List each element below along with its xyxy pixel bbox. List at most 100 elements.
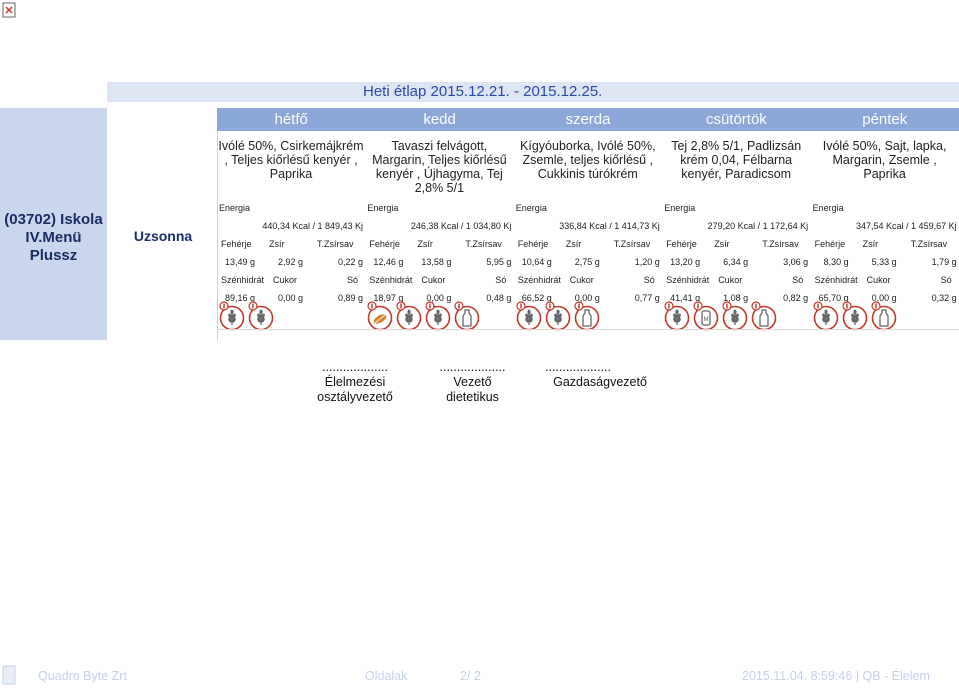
carbohydrate-label: Szénhidrát xyxy=(221,275,265,285)
fat-value: 2,92 g xyxy=(277,257,303,267)
energy-value: 279,20 Kcal / 1 172,64 Kj xyxy=(707,221,809,231)
wheat-allergen-icon xyxy=(516,301,542,331)
saturated-fat-label: T.Zsírsav xyxy=(613,239,651,249)
mustard-allergen-icon: M xyxy=(693,301,719,331)
wheat-allergen-icon xyxy=(396,301,422,331)
allergen-icons xyxy=(516,301,600,331)
salt-label: Só xyxy=(643,275,655,285)
fat-label: Zsír xyxy=(862,239,879,249)
carbohydrate-value: 89,16 g xyxy=(224,293,255,303)
footer-timestamp: 2015.11.04. 8:59:46 | QB - Élelem xyxy=(742,669,930,683)
document-icon xyxy=(2,2,16,18)
menu-items: Kígyóuborka, Ivólé 50%, Zsemle, teljes k… xyxy=(520,139,656,181)
salt-value: 0,48 g xyxy=(486,293,512,303)
day-column: Tavaszi felvágott, Margarin, Teljes kiőr… xyxy=(365,131,514,340)
saturated-fat-value: 5,95 g xyxy=(486,257,512,267)
signature-block: ................... Élelmezési osztályve… xyxy=(305,360,405,405)
sugar-value: 1,08 g xyxy=(723,293,749,303)
sugar-label: Cukor xyxy=(718,275,743,285)
signature-role: Élelmezési osztályvezető xyxy=(317,375,393,404)
allergen-icons xyxy=(812,301,897,331)
footer-company: Quadro Byte Zrt xyxy=(38,669,127,683)
protein-value: 8,30 g xyxy=(823,257,849,267)
sugar-value: 0,00 g xyxy=(426,293,452,303)
carbohydrate-value: 41,41 g xyxy=(670,293,701,303)
group-label: (03702) Iskola IV.Menü Plussz xyxy=(4,211,103,264)
sugar-label: Cukor xyxy=(569,275,594,285)
days-header: hétfő kedd szerda csütörtök péntek xyxy=(217,108,959,131)
menu-items: Tej 2,8% 5/1, Padlizsán krém 0,04, Félba… xyxy=(671,139,802,181)
wheat-allergen-icon xyxy=(248,301,274,331)
sugar-value: 0,00 g xyxy=(574,293,600,303)
wheat-allergen-icon xyxy=(812,301,839,331)
footer-pages: 2/ 2 xyxy=(460,669,481,683)
energy-label: Energia xyxy=(219,203,251,213)
carbohydrate-label: Szénhidrát xyxy=(666,275,710,285)
salt-value: 0,77 g xyxy=(634,293,660,303)
wheat-allergen-icon xyxy=(722,301,748,331)
row-divider xyxy=(365,329,514,330)
energy-value: 347,54 Kcal / 1 459,67 Kj xyxy=(856,221,957,231)
row-divider xyxy=(513,329,662,330)
wheat-allergen-icon xyxy=(219,301,245,331)
protein-label: Fehérje xyxy=(369,239,400,249)
energy-label: Energia xyxy=(367,203,399,213)
menu-items: Tavaszi felvágott, Margarin, Teljes kiőr… xyxy=(372,139,507,195)
row-divider xyxy=(662,329,811,330)
allergen-icons: M xyxy=(664,301,777,331)
salt-label: Só xyxy=(347,275,359,285)
page-title: Heti étlap 2015.12.21. - 2015.12.25. xyxy=(363,83,603,100)
energy-value: 440,34 Kcal / 1 849,43 Kj xyxy=(262,221,363,231)
menu-items: Ivólé 50%, Csirkemájkrém , Teljes kiőrlé… xyxy=(218,139,364,181)
fat-label: Zsír xyxy=(714,239,730,249)
carbohydrate-label: Szénhidrát xyxy=(517,275,561,285)
protein-label: Fehérje xyxy=(814,239,846,249)
day-column: Tej 2,8% 5/1, Padlizsán krém 0,04, Félba… xyxy=(662,131,811,340)
peanut-allergen-icon xyxy=(367,301,393,331)
saturated-fat-value: 3,06 g xyxy=(783,257,809,267)
fat-label: Zsír xyxy=(565,239,582,249)
carbohydrate-value: 65,70 g xyxy=(818,293,849,303)
sugar-label: Cukor xyxy=(866,275,891,285)
salt-value: 0,82 g xyxy=(783,293,809,303)
sugar-label: Cukor xyxy=(273,275,298,285)
saturated-fat-label: T.Zsírsav xyxy=(317,239,354,249)
svg-text:M: M xyxy=(704,317,709,323)
saturated-fat-value: 1,79 g xyxy=(931,257,957,267)
protein-value: 13,49 g xyxy=(224,257,255,267)
wheat-allergen-icon xyxy=(545,301,571,331)
carbohydrate-value: 18,97 g xyxy=(373,293,404,303)
energy-label: Energia xyxy=(515,203,547,213)
saturated-fat-label: T.Zsírsav xyxy=(465,239,502,249)
salt-value: 0,32 g xyxy=(931,293,957,303)
saturated-fat-label: T.Zsírsav xyxy=(762,239,799,249)
menu-title-bar: Heti étlap 2015.12.21. - 2015.12.25. xyxy=(107,82,959,102)
protein-label: Fehérje xyxy=(666,239,697,249)
sugar-label: Cukor xyxy=(421,275,446,285)
day-friday: péntek xyxy=(862,111,908,128)
milk-allergen-icon xyxy=(870,301,897,331)
meal-type-column xyxy=(109,131,218,340)
day-column: Kígyóuborka, Ivólé 50%, Zsemle, teljes k… xyxy=(513,131,662,340)
sugar-value: 0,00 g xyxy=(871,293,897,303)
signature-role: Vezető dietetikus xyxy=(446,375,499,404)
saturated-fat-value: 1,20 g xyxy=(634,257,660,267)
fat-value: 13,58 g xyxy=(421,257,452,267)
row-divider xyxy=(810,329,959,330)
protein-value: 10,64 g xyxy=(521,257,552,267)
day-tuesday: kedd xyxy=(423,111,456,128)
fat-value: 5,33 g xyxy=(871,257,897,267)
signature-dots: ................... xyxy=(545,360,611,374)
day-thursday: csütörtök xyxy=(705,111,767,128)
salt-label: Só xyxy=(940,275,952,285)
fat-value: 2,75 g xyxy=(574,257,600,267)
wheat-allergen-icon xyxy=(425,301,451,331)
energy-value: 246,38 Kcal / 1 034,80 Kj xyxy=(410,221,512,231)
group-column xyxy=(0,108,107,340)
day-monday: hétfő xyxy=(274,111,308,128)
fat-label: Zsír xyxy=(417,239,433,249)
meal-type-label: Uzsonna xyxy=(133,228,193,244)
signature-dots: ................... xyxy=(439,360,506,374)
wheat-allergen-icon xyxy=(664,301,690,331)
protein-label: Fehérje xyxy=(517,239,549,249)
